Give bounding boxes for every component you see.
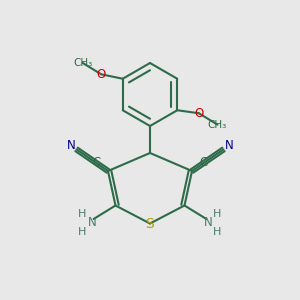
- Text: H: H: [78, 208, 87, 219]
- Text: C: C: [92, 156, 100, 169]
- Text: CH₃: CH₃: [208, 120, 227, 130]
- Text: O: O: [194, 107, 203, 120]
- Text: N: N: [203, 215, 212, 229]
- Text: N: N: [224, 139, 233, 152]
- Text: H: H: [213, 208, 222, 219]
- Text: S: S: [146, 217, 154, 230]
- Text: C: C: [200, 156, 208, 169]
- Text: N: N: [88, 215, 97, 229]
- Text: O: O: [97, 68, 106, 81]
- Text: N: N: [67, 139, 76, 152]
- Text: H: H: [213, 226, 222, 237]
- Text: H: H: [78, 226, 87, 237]
- Text: CH₃: CH₃: [73, 58, 92, 68]
